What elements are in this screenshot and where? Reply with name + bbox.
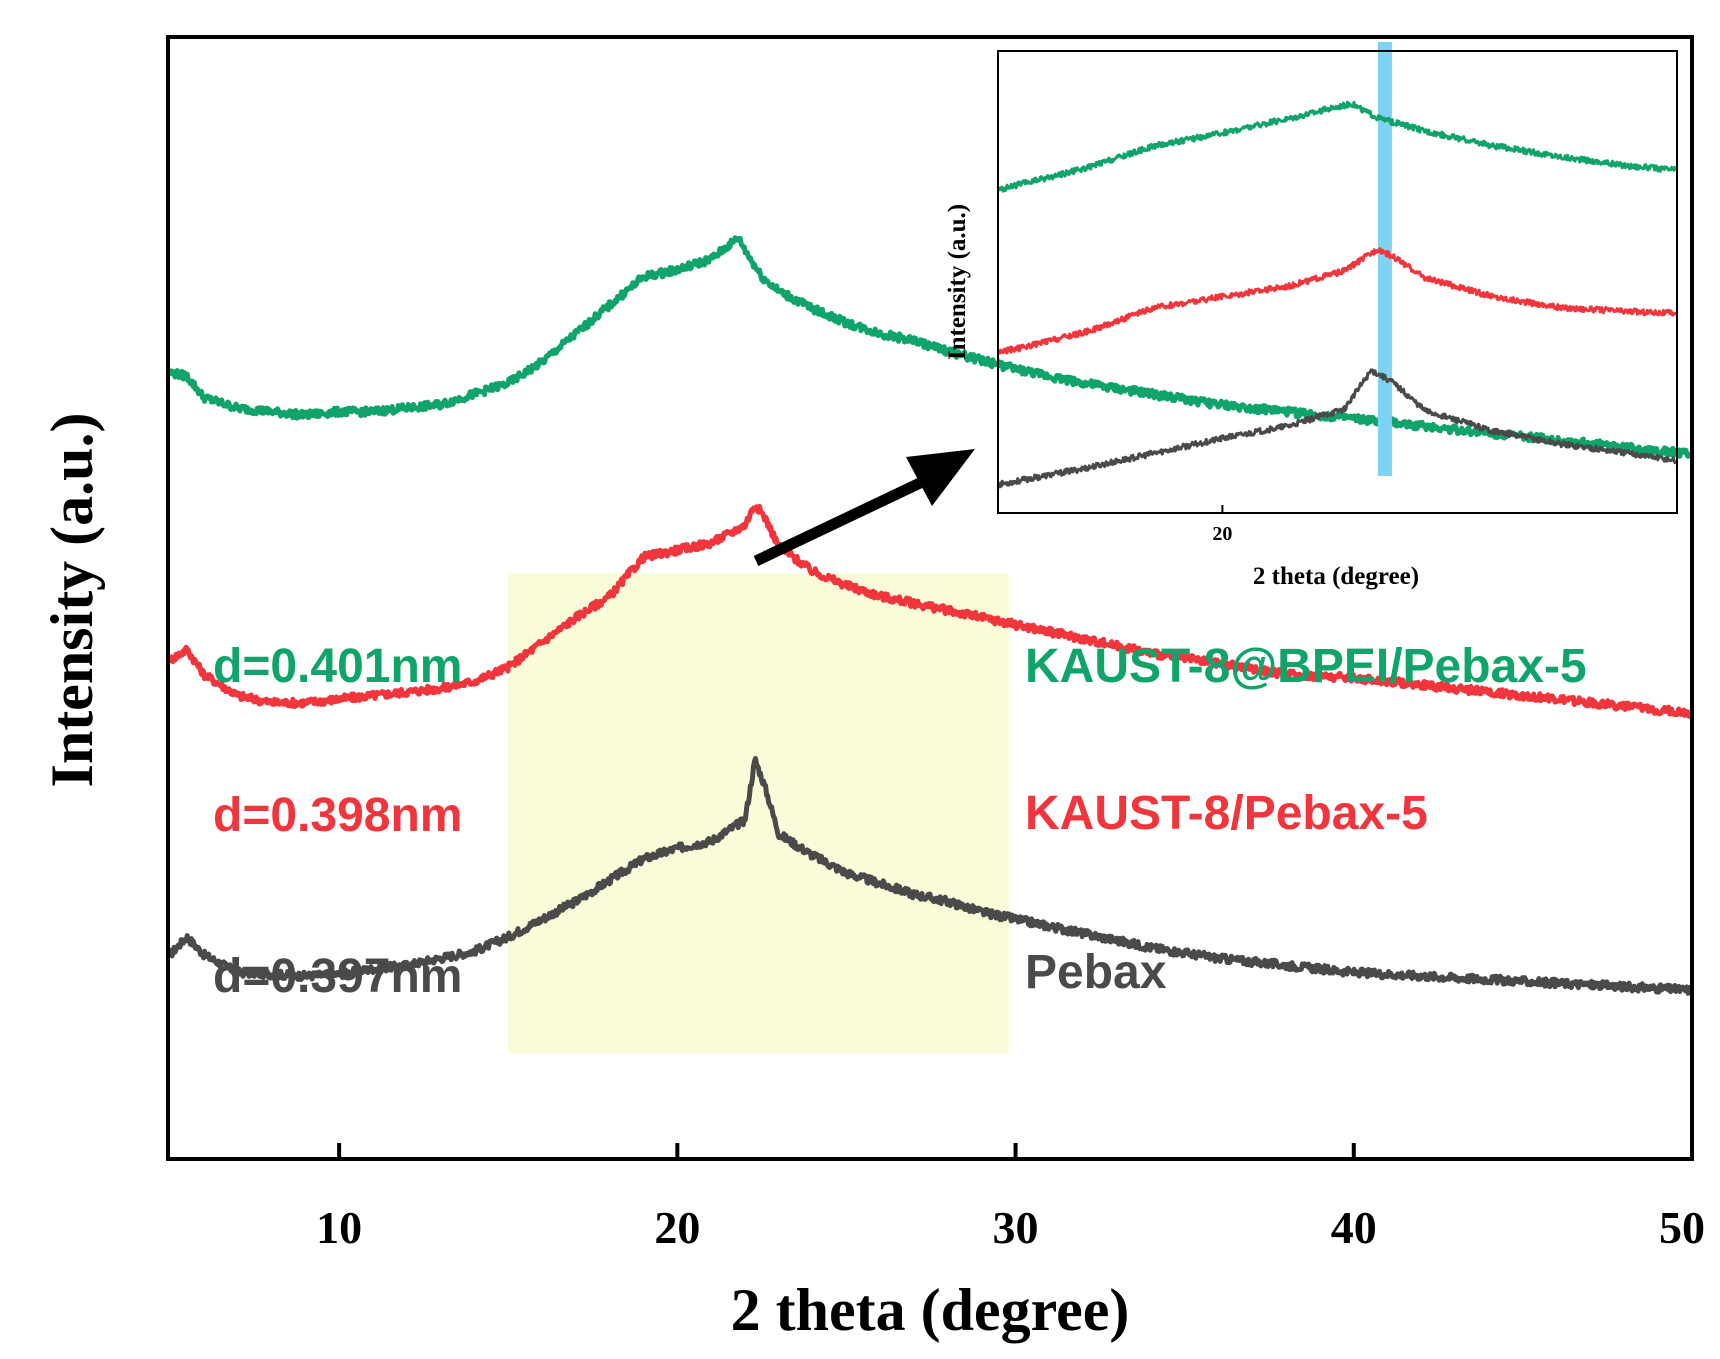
legend-pebax: Pebax (1025, 946, 1167, 999)
main-x-ticks: 10 20 30 40 50 (316, 1143, 1705, 1253)
inset-highlight-line (1377, 42, 1392, 476)
x-axis-title: 2 theta (degree) (731, 1277, 1130, 1343)
main-plot-frame (166, 35, 1694, 1161)
inset-plot-frame (997, 50, 1678, 514)
d-label-kaust8: d=0.398nm (213, 789, 462, 842)
zoom-arrow-head-icon (906, 449, 975, 506)
zoom-arrow-line (753, 478, 923, 566)
x-tick-label-30: 30 (993, 1202, 1039, 1253)
inset-x-axis-title: 2 theta (degree) (1253, 563, 1419, 590)
inset-series-line-kaust-8-bpei-pebax-5 (998, 100, 1677, 193)
series-line-kaust-8-bpei-pebax-5 (167, 235, 1694, 459)
main-series-group (167, 235, 1695, 996)
series-line-pebax (168, 756, 1695, 996)
x-tick-label-20: 20 (654, 1202, 700, 1253)
legend-kaust8: KAUST-8/Pebax-5 (1025, 787, 1428, 840)
series-line-kaust-8-pebax-5 (167, 503, 1694, 719)
x-tick-label-10: 10 (316, 1202, 362, 1253)
d-label-kaust8-bpei: d=0.401nm (213, 640, 462, 693)
inset-series-group (997, 100, 1678, 489)
inset-chart: 20 2 theta (degree) Intensity (a.u.) (944, 42, 1678, 590)
x-tick-label-50: 50 (1659, 1202, 1705, 1253)
inset-y-axis-title: Intensity (a.u.) (944, 204, 971, 360)
legend-kaust8-bpei: KAUST-8@BPEI/Pebax-5 (1025, 640, 1587, 693)
inset-series-line-kaust-8-pebax-5 (997, 247, 1678, 355)
x-tick-label-40: 40 (1331, 1202, 1377, 1253)
y-axis-title: Intensity (a.u.) (39, 412, 105, 787)
d-label-pebax: d=0.397nm (213, 950, 462, 1003)
highlight-region (508, 573, 1009, 1053)
inset-x-tick-label: 20 (1212, 523, 1232, 545)
inset-series-line-pebax (997, 368, 1678, 489)
